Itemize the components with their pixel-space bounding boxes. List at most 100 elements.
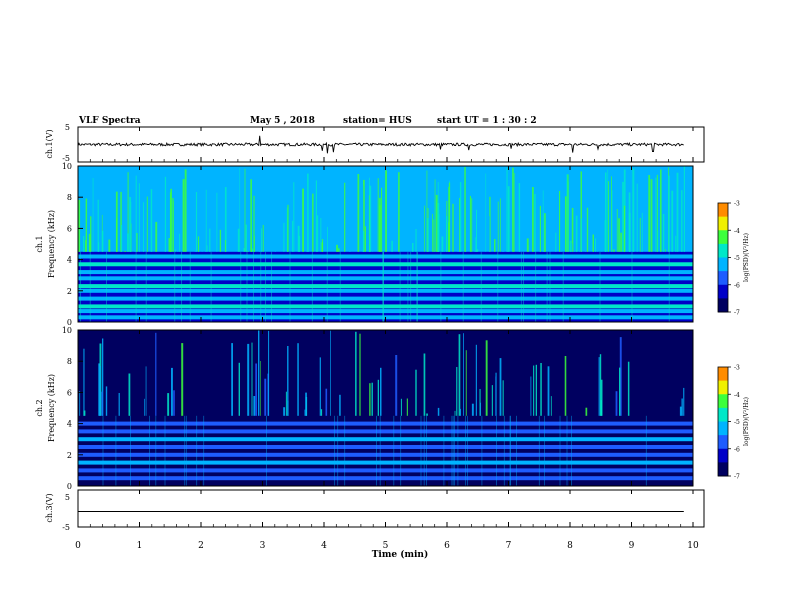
spectral-stripe [533,365,535,416]
spectral-stripe [683,166,685,252]
colorbar-segment [718,211,728,215]
spectral-stripe [240,251,242,322]
spectral-stripe [134,241,136,252]
spectral-stripe [169,192,172,252]
spectral-stripe [544,415,545,486]
spectral-stripe [359,333,361,416]
spectral-stripe [287,204,289,252]
colorbar-segment [718,243,728,248]
y-tick-label: 8 [67,193,72,202]
colorbar-segment [718,254,728,258]
colorbar-segment [718,232,728,237]
spectral-stripe [499,198,501,252]
spectral-stripe [326,251,328,322]
spectral-stripe [566,415,568,486]
spectral-stripe [481,415,483,486]
spectral-stripe [245,224,247,252]
spectral-stripe [412,243,414,252]
spectral-stripe [454,410,456,416]
y-axis-label: Frequency (kHz) [47,374,56,442]
spectral-stripe [348,224,351,252]
spectral-stripe [599,354,602,416]
spectral-stripe [260,251,262,322]
spectral-stripe [80,251,81,322]
colorbar-segment [718,249,728,253]
colorbar-segment [718,246,728,250]
spectral-stripe [274,216,276,252]
colorbar-segment [718,224,728,229]
spectral-stripe [336,244,338,252]
spectral-stripe [138,183,140,252]
frequency-band [78,460,693,465]
colorbar-segment [718,448,728,452]
spectral-stripe [79,391,81,416]
spectral-stripe [262,224,264,252]
colorbar-segment [718,235,728,239]
spectral-stripe [378,197,381,252]
y-tick-label: 5 [65,493,70,502]
colorbar-tick-label: -7 [734,310,740,317]
spectral-stripe [657,230,659,252]
spectral-stripe [495,372,497,416]
colorbar-segment [718,394,728,398]
spectral-stripe [307,173,309,252]
colorbar-segment [718,309,728,313]
spectral-stripe [155,221,158,252]
colorbar-segment [718,432,728,436]
spectrogram-image [78,330,693,486]
spectral-stripe [497,251,499,322]
spectral-stripe [615,391,618,416]
spectral-stripe [566,174,568,252]
spectral-stripe [503,415,505,486]
spectral-stripe [250,243,252,252]
spectral-stripe [446,216,448,252]
spectral-stripe [251,248,254,252]
spectral-stripe [189,251,191,322]
spectral-stripe [337,415,339,486]
colorbar-segment [718,273,728,278]
x-tick-label: 1 [137,541,143,551]
spectral-stripe [416,251,418,322]
spectral-stripe [679,406,682,416]
spectral-stripe [247,233,249,252]
spectral-stripe [201,188,203,252]
spectral-stripe [474,185,476,252]
spectral-stripe [115,191,118,252]
colorbar-segment [718,473,728,477]
spectral-stripe [149,415,150,486]
spectral-stripe [369,185,372,252]
frequency-band [78,452,693,457]
spectral-stripe [355,331,357,416]
spectral-stripe [344,415,346,486]
spectral-stripe [581,218,582,252]
spectral-stripe [544,244,546,252]
spectral-stripe [106,251,107,322]
spectral-stripe [243,248,245,252]
y-tick-label: 10 [62,162,72,171]
colorbar-segment [718,290,728,294]
spectral-stripe [535,364,537,416]
spectral-stripe [105,386,108,416]
x-tick-label: 9 [629,541,635,551]
colorbar-segment [718,416,728,420]
spectral-stripe [476,209,477,252]
colorbar-segment [718,241,728,245]
spectral-stripe [367,238,369,252]
x-tick-label: 2 [198,541,204,551]
spectral-stripe [194,242,197,252]
spectral-stripe [645,415,647,486]
x-tick-label: 3 [260,541,266,551]
spectral-stripe [454,415,455,486]
spectral-stripe [613,249,615,252]
spectral-stripe [317,215,319,252]
spectral-stripe [87,185,89,252]
spectral-stripe [155,332,157,416]
spectral-stripe [567,174,569,252]
spectral-stripe [398,172,400,252]
colorbar-segment [718,386,728,390]
spectral-stripe [325,388,328,416]
spectral-stripe [135,175,137,252]
spectral-stripe [532,187,534,252]
spectral-stripe [616,209,618,252]
colorbar-segment [718,203,728,207]
